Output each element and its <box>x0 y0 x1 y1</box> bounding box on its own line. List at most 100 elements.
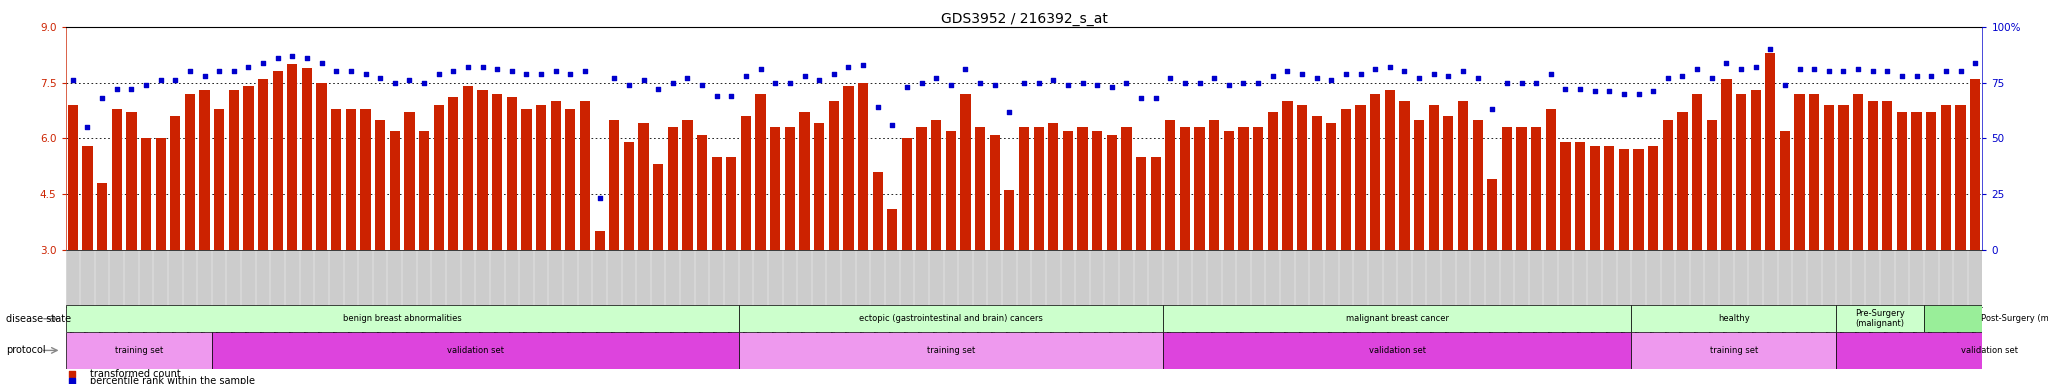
Bar <box>1077 127 1087 250</box>
Point <box>1300 75 1333 81</box>
Bar <box>946 131 956 250</box>
Text: training set: training set <box>1710 346 1757 355</box>
Bar <box>403 112 414 250</box>
Point <box>1929 68 1962 74</box>
Bar <box>96 183 106 250</box>
Point <box>86 95 119 101</box>
Bar <box>1632 332 1837 369</box>
Point <box>1798 66 1831 72</box>
Point <box>672 75 705 81</box>
Point <box>993 108 1026 114</box>
Bar <box>156 138 166 250</box>
Point <box>1008 79 1040 86</box>
Bar <box>1151 157 1161 250</box>
Bar <box>82 146 92 250</box>
Point <box>1548 86 1581 92</box>
Point <box>774 79 807 86</box>
Point <box>451 64 483 70</box>
Bar <box>1751 90 1761 250</box>
Point <box>1241 79 1274 86</box>
Bar <box>1063 131 1073 250</box>
Bar <box>66 305 739 332</box>
Point <box>422 71 455 77</box>
Point <box>1651 75 1683 81</box>
Point <box>115 86 147 92</box>
Bar <box>229 90 240 250</box>
Point <box>1051 82 1083 88</box>
Bar <box>784 127 795 250</box>
Point <box>1608 91 1640 97</box>
Bar <box>1004 190 1014 250</box>
Point <box>1872 68 1905 74</box>
Bar <box>1837 305 1923 332</box>
Bar <box>506 98 516 250</box>
Text: Pre-Surgery
(malignant): Pre-Surgery (malignant) <box>1855 309 1905 328</box>
Bar <box>739 305 1163 332</box>
Point <box>1579 88 1612 94</box>
Point <box>57 77 90 83</box>
Point <box>788 73 821 79</box>
Bar <box>1163 332 1632 369</box>
Bar <box>492 94 502 250</box>
Bar <box>141 138 152 250</box>
Bar <box>1839 105 1849 250</box>
Point <box>1432 73 1464 79</box>
Bar <box>1677 112 1688 250</box>
Bar <box>1268 112 1278 250</box>
Bar <box>1942 105 1952 250</box>
Bar <box>170 116 180 250</box>
Point <box>203 68 236 74</box>
Point <box>612 82 645 88</box>
Bar <box>184 94 195 250</box>
Point <box>539 68 571 74</box>
Point <box>934 82 967 88</box>
Point <box>1110 79 1143 86</box>
Bar <box>317 83 328 250</box>
Text: benign breast abnormalities: benign breast abnormalities <box>342 314 461 323</box>
Point <box>817 71 850 77</box>
Bar <box>1720 79 1731 250</box>
Bar <box>1632 305 1837 332</box>
Bar <box>1501 127 1511 250</box>
Point <box>1534 71 1567 77</box>
Point <box>188 73 221 79</box>
Bar <box>1649 146 1659 250</box>
Bar <box>1516 127 1526 250</box>
Point <box>1343 71 1376 77</box>
Point <box>1520 79 1552 86</box>
Point <box>598 75 631 81</box>
Point <box>1784 66 1817 72</box>
Bar <box>858 83 868 250</box>
Point <box>569 68 602 74</box>
Text: percentile rank within the sample: percentile rank within the sample <box>90 376 256 384</box>
Point <box>1096 84 1128 90</box>
Text: training set: training set <box>926 346 975 355</box>
Bar <box>1692 94 1702 250</box>
Point <box>1212 82 1245 88</box>
Point <box>408 79 440 86</box>
Point <box>965 79 997 86</box>
Bar <box>1663 120 1673 250</box>
Bar <box>1780 131 1790 250</box>
Bar <box>1532 127 1542 250</box>
Bar <box>1122 127 1133 250</box>
Point <box>1329 71 1362 77</box>
Bar <box>1868 101 1878 250</box>
Point <box>979 82 1012 88</box>
Bar <box>1018 127 1030 250</box>
Bar <box>301 68 311 250</box>
Point <box>1667 73 1700 79</box>
Bar <box>1823 105 1833 250</box>
Point <box>55 371 88 377</box>
Bar <box>1092 131 1102 250</box>
Bar <box>1282 101 1292 250</box>
Bar <box>1296 105 1307 250</box>
Point <box>72 124 104 130</box>
Bar <box>199 90 209 250</box>
Text: training set: training set <box>115 346 164 355</box>
Bar <box>1165 120 1176 250</box>
Point <box>143 77 176 83</box>
Point <box>1769 82 1802 88</box>
Point <box>365 75 397 81</box>
Point <box>1565 86 1597 92</box>
